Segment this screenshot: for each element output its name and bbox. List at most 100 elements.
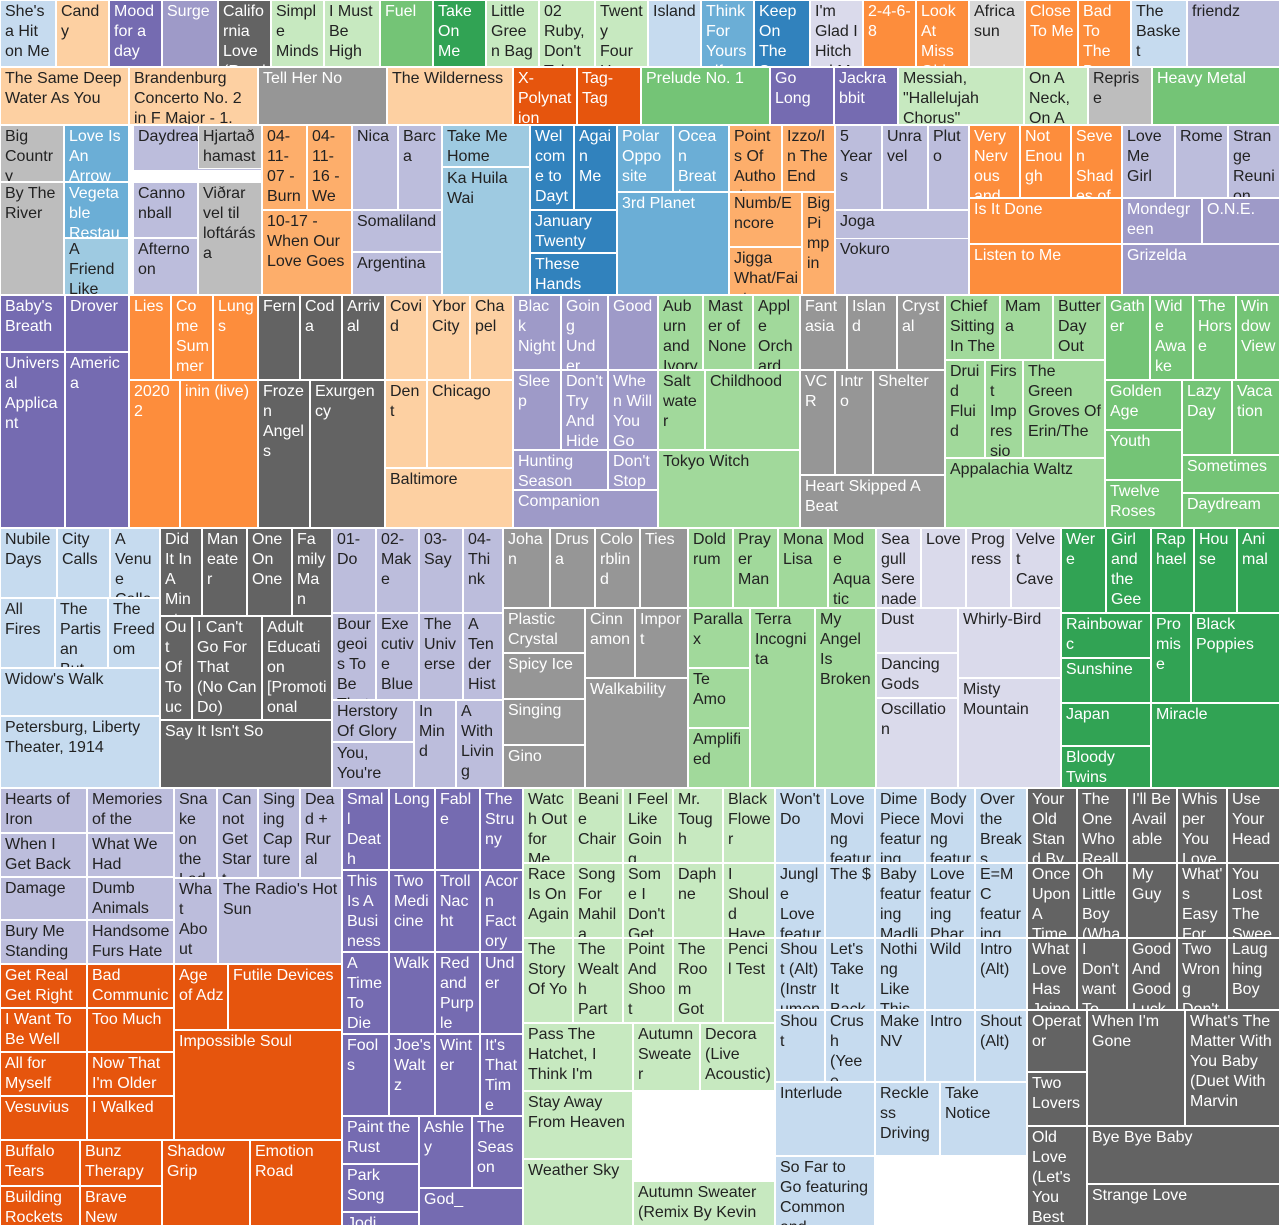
cell-label: Two Lovers <box>1032 1075 1081 1112</box>
cell-label: Joga <box>840 213 875 230</box>
treemap-cell: Memories of the <box>87 788 174 833</box>
cell-label: One On One <box>252 531 283 588</box>
cell-label: Daphne <box>678 866 717 903</box>
treemap-cell: Damage <box>0 877 87 920</box>
cell-label: The One Who Really <box>1082 791 1119 863</box>
treemap-cell: Two Medicine <box>389 870 435 952</box>
cell-label: Your Old Stand By <box>1032 791 1065 863</box>
treemap-cell: When I Get Back <box>0 833 87 877</box>
cell-label: Messiah, "Hallelujah Chorus" <box>903 70 979 125</box>
treemap-cell: Autumn Sweater (Remix By Kevin <box>633 1181 775 1226</box>
treemap-cell: Winter <box>435 1034 480 1116</box>
cell-label: Adult Education [Promotional 12"] <box>267 619 327 716</box>
cell-label: City Calls <box>62 531 98 568</box>
treemap-cell: I Want To Be Well <box>0 1008 87 1052</box>
treemap-cell: Shelter <box>873 370 945 475</box>
cell-label: Bye Bye Baby <box>1092 1129 1193 1146</box>
treemap-cell: Fuel <box>380 0 433 67</box>
treemap-cell: Numb/Encore <box>729 192 802 247</box>
cell-label: All Fires <box>5 601 41 638</box>
treemap-cell: Shout <box>775 1010 825 1082</box>
cell-label: Reckless Driving <box>880 1085 930 1142</box>
cell-label: Te Amo <box>693 671 726 708</box>
treemap-cell: She's a Hit on Me <box>0 0 56 67</box>
treemap-cell: Intro <box>835 370 873 475</box>
treemap-cell: Mama <box>1000 295 1053 360</box>
treemap-cell: I Don't want To <box>1077 938 1127 1010</box>
treemap-cell: A Friend Like <box>64 238 129 295</box>
cell-label: Winter <box>440 1037 472 1074</box>
treemap-cell: Love Me Girl <box>1122 125 1175 198</box>
cell-label: Island <box>852 298 886 335</box>
treemap-cell: The Room Got Heavy <box>673 938 723 1023</box>
treemap-cell: Raphael <box>1151 528 1194 613</box>
treemap-cell: A Tender History In <box>463 613 503 700</box>
cell-label: January Twenty <box>535 213 592 250</box>
cell-label: Intro <box>930 1013 963 1030</box>
treemap-cell: Get Real Get Right <box>0 964 87 1008</box>
treemap-cell: Viðrar vel til loftárása <box>198 182 262 295</box>
cell-label: Little Green Bag <box>491 3 533 60</box>
cell-label: Get Real Get Right <box>5 967 73 1004</box>
cell-label: All for Myself <box>5 1055 52 1092</box>
treemap-cell: Window View <box>1236 295 1280 380</box>
cell-label: Two Medicine <box>394 873 429 930</box>
cell-label: Apple Orchard <box>758 298 793 370</box>
treemap-cell: Cinnamon <box>585 608 635 678</box>
treemap-cell: January Twenty <box>530 210 617 253</box>
treemap-cell: The Wealth Part <box>573 938 623 1023</box>
cell-label: My Angel Is Broken <box>820 611 871 688</box>
cell-label: Vacation <box>1237 383 1273 420</box>
treemap-cell: Shout (Alt) <box>975 1010 1027 1082</box>
treemap-cell: Girl and the Geese <box>1106 528 1151 613</box>
cell-label: Simple Minds <box>276 3 319 60</box>
treemap-cell: Arrival <box>342 295 385 380</box>
cell-label: Druid Fluid <box>950 363 980 440</box>
treemap-cell: Druid Fluid <box>945 360 985 458</box>
cell-label: Fable <box>440 791 472 828</box>
cell-label: Did It In A Minute <box>165 531 192 615</box>
treemap-cell: Colorblind <box>595 528 640 608</box>
treemap-cell: Dent <box>385 380 427 468</box>
cell-label: Hunting Season <box>518 453 574 490</box>
cell-label: A With Living <box>461 703 494 780</box>
treemap-cell: Point And Shoot <box>623 938 673 1023</box>
cell-label: Decora (Live Acoustic) <box>705 1026 771 1083</box>
cell-label: Won't Do <box>780 791 821 828</box>
cell-label: Window View <box>1241 298 1276 355</box>
treemap-cell: 03-Say <box>419 528 463 613</box>
cell-label: I'm Glad I Hitched My <box>815 3 859 66</box>
treemap-cell: Interlude <box>775 1082 875 1156</box>
cell-label: Some I Don't Get <box>628 866 665 938</box>
treemap-cell: Watch Out for Me <box>523 788 573 863</box>
treemap-cell: Two Wrong Don't Make <box>1177 938 1227 1010</box>
treemap-cell: Wild <box>925 938 975 1010</box>
cell-label: Going Under <box>566 298 600 370</box>
treemap-cell: Animal <box>1237 528 1280 613</box>
cell-label: Spicy Ice <box>508 656 573 673</box>
cell-label: Universal Applicant <box>5 355 60 432</box>
treemap-cell: Jackrabbit <box>834 67 898 125</box>
cell-label: The Wealth Part <box>578 941 619 1018</box>
treemap-cell: Bad Communication <box>87 964 174 1008</box>
cell-label: Daydream <box>138 128 212 145</box>
cell-label: 04-11-07 - Burning <box>267 128 301 209</box>
cell-label: Saltwater <box>663 373 697 430</box>
cell-label: Bad Communication <box>92 967 169 1004</box>
cell-label: Snake on the Ladder <box>179 791 208 877</box>
cell-label: Nica <box>357 128 390 145</box>
cell-label: The Basket <box>1136 3 1181 60</box>
cell-label: Bunz Therapy <box>85 1143 144 1180</box>
treemap-cell: Whirly-Bird <box>958 608 1061 678</box>
treemap-cell: I Can't Go For That (No Can Do) <box>192 616 262 720</box>
cell-label: Joe's Waltz <box>394 1037 431 1094</box>
cell-label: Take Notice <box>945 1085 991 1122</box>
treemap-cell: Barca <box>398 125 442 210</box>
treemap-cell: Won't Do <box>775 788 825 863</box>
treemap-cell: Intro (Alt) <box>975 938 1027 1010</box>
treemap-cell: The Same Deep Water As You <box>0 67 129 125</box>
treemap-cell: Paint the Rust <box>342 1116 419 1164</box>
cell-label: Widow's Walk <box>5 671 104 688</box>
cell-label: Auburn and Ivory <box>663 298 698 370</box>
cell-label: Buffalo Tears <box>5 1143 55 1180</box>
